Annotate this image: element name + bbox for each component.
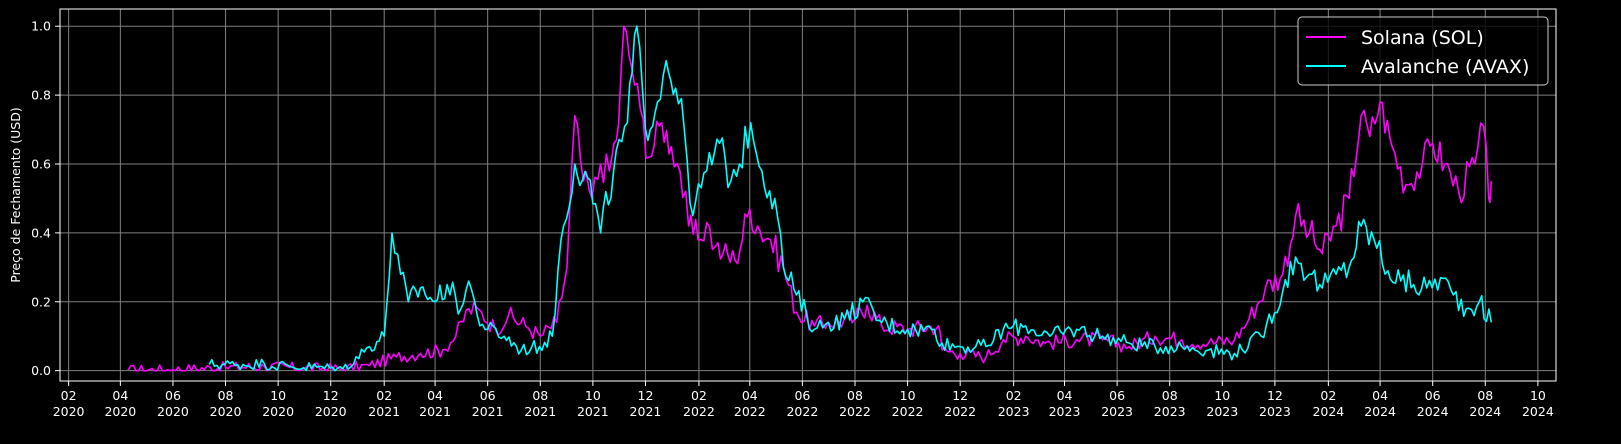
x-tick-label-year: 2020 — [315, 404, 347, 419]
x-tick-label-month: 12 — [323, 388, 339, 403]
x-tick-label-year: 2024 — [1312, 404, 1344, 419]
x-tick-label-month: 08 — [1162, 388, 1178, 403]
x-tick-label-month: 10 — [585, 388, 601, 403]
x-tick-label-year: 2022 — [839, 404, 871, 419]
y-tick-label: 0.0 — [31, 363, 51, 378]
x-tick-label-year: 2021 — [524, 404, 556, 419]
x-tick-label-year: 2020 — [104, 404, 136, 419]
x-tick-label-month: 02 — [1006, 388, 1022, 403]
x-tick-label-month: 06 — [480, 388, 496, 403]
y-axis-ticks: 0.0 0.2 0.4 0.6 0.8 1.0 — [31, 19, 60, 378]
x-tick-label-month: 06 — [1109, 388, 1125, 403]
x-tick-label-month: 08 — [218, 388, 234, 403]
plot-frame — [59, 8, 1557, 382]
legend-label: Avalanche (AVAX) — [1361, 56, 1529, 78]
x-tick-label-year: 2024 — [1364, 404, 1396, 419]
x-tick-label-year: 2022 — [944, 404, 976, 419]
series-line-0 — [127, 25, 1493, 372]
x-tick-label-month: 04 — [112, 388, 128, 403]
x-tick-label-year: 2023 — [1049, 404, 1081, 419]
x-tick-label-year: 2023 — [1154, 404, 1186, 419]
y-tick-label: 1.0 — [31, 19, 51, 34]
x-tick-label-month: 02 — [691, 388, 707, 403]
series-lines — [127, 25, 1493, 372]
y-tick-label: 0.8 — [31, 88, 51, 103]
y-tick-label: 0.6 — [31, 157, 51, 172]
x-tick-label-month: 10 — [900, 388, 916, 403]
x-tick-label-month: 10 — [1530, 388, 1546, 403]
series-line-1 — [208, 25, 1493, 372]
legend-box — [1297, 16, 1549, 86]
x-tick-label-year: 2024 — [1417, 404, 1449, 419]
x-tick-label-month: 06 — [794, 388, 810, 403]
x-tick-label-month: 04 — [1372, 388, 1388, 403]
x-tick-label-year: 2022 — [683, 404, 715, 419]
x-tick-label-year: 2020 — [262, 404, 294, 419]
x-tick-label-year: 2022 — [734, 404, 766, 419]
x-tick-label-month: 12 — [1267, 388, 1283, 403]
x-tick-label-month: 02 — [61, 388, 77, 403]
x-tick-label-month: 12 — [952, 388, 968, 403]
x-tick-label-month: 04 — [1057, 388, 1073, 403]
x-tick-label-month: 10 — [1214, 388, 1230, 403]
x-tick-label-year: 2021 — [472, 404, 504, 419]
x-tick-label-year: 2021 — [419, 404, 451, 419]
x-tick-label-year: 2023 — [1259, 404, 1291, 419]
y-axis-label: Preço de Fechamento (USD) — [8, 107, 23, 282]
x-tick-label-year: 2020 — [157, 404, 189, 419]
x-tick-label-month: 08 — [1477, 388, 1493, 403]
x-tick-label-month: 06 — [165, 388, 181, 403]
x-tick-label-year: 2024 — [1522, 404, 1554, 419]
x-tick-label-year: 2023 — [1206, 404, 1238, 419]
y-tick-label: 0.4 — [31, 225, 51, 240]
x-tick-label-month: 04 — [742, 388, 758, 403]
x-tick-label-month: 10 — [270, 388, 286, 403]
x-tick-label-year: 2023 — [1101, 404, 1133, 419]
x-tick-label-year: 2021 — [630, 404, 662, 419]
x-tick-label-year: 2020 — [210, 404, 242, 419]
x-tick-label-month: 12 — [638, 388, 654, 403]
legend: Solana (SOL) Avalanche (AVAX) — [1297, 16, 1549, 86]
x-tick-label-year: 2024 — [1469, 404, 1501, 419]
x-tick-label-year: 2021 — [577, 404, 609, 419]
x-tick-label-year: 2020 — [53, 404, 85, 419]
x-tick-label-month: 08 — [532, 388, 548, 403]
x-tick-label-year: 2022 — [786, 404, 818, 419]
legend-label: Solana (SOL) — [1361, 27, 1484, 49]
x-tick-label-month: 06 — [1425, 388, 1441, 403]
x-tick-label-month: 02 — [376, 388, 392, 403]
x-tick-label-month: 02 — [1320, 388, 1336, 403]
x-tick-label-year: 2023 — [998, 404, 1030, 419]
x-tick-label-month: 08 — [847, 388, 863, 403]
x-tick-label-year: 2021 — [368, 404, 400, 419]
x-tick-label-year: 2022 — [892, 404, 924, 419]
x-axis-ticks: 0220200420200620200820201020201220200220… — [53, 381, 1554, 419]
y-tick-label: 0.2 — [31, 294, 51, 309]
x-tick-label-month: 04 — [427, 388, 443, 403]
